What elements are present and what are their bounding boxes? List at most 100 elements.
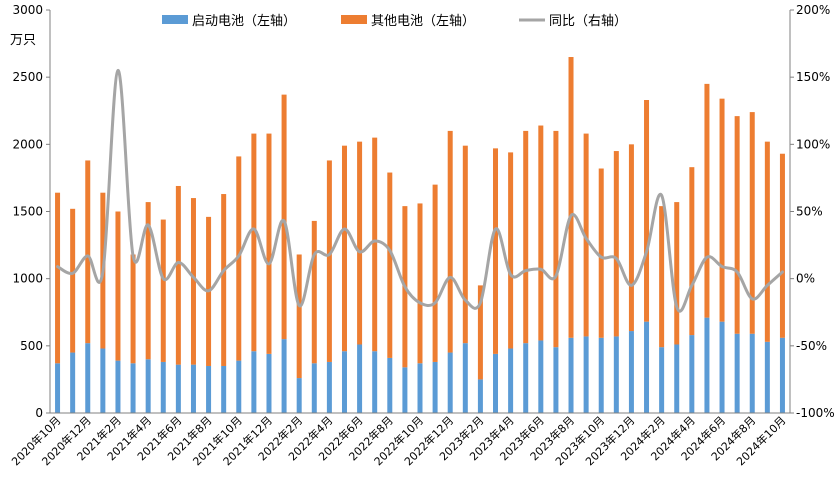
- bar-other-battery: [568, 57, 574, 338]
- bar-starter-battery: [357, 344, 363, 413]
- bar-other-battery: [190, 198, 196, 365]
- bar-starter-battery: [628, 331, 634, 413]
- bar-starter-battery: [704, 317, 710, 413]
- bar-starter-battery: [598, 337, 604, 413]
- bar-other-battery: [372, 137, 378, 352]
- bar-starter-battery: [477, 379, 483, 413]
- left-axis: 0 500 1000 1500 2000 2500 3000: [12, 3, 51, 420]
- yoy-line: [56, 68, 784, 313]
- bar-other-battery: [644, 100, 650, 322]
- bar-other-battery: [145, 202, 151, 360]
- bar-other-battery: [311, 220, 317, 364]
- bar-other-battery: [523, 130, 529, 344]
- bar-other-battery: [341, 145, 347, 352]
- bar-starter-battery: [659, 347, 665, 413]
- bar-starter-battery: [644, 321, 650, 413]
- left-tick-label: 3000: [12, 3, 43, 17]
- bar-other-battery: [583, 133, 589, 337]
- bar-starter-battery: [251, 351, 257, 413]
- bar-other-battery: [175, 185, 181, 365]
- bar-starter-battery: [493, 353, 499, 413]
- bar-other-battery: [613, 151, 619, 337]
- x-axis: 2020年10月2020年12月2021年2月2021年4月2021年6月202…: [9, 412, 790, 468]
- bar-other-battery: [628, 144, 634, 332]
- left-tick-label: 2000: [12, 137, 43, 151]
- legend-swatch: [341, 15, 367, 24]
- bar-other-battery: [55, 192, 61, 364]
- bar-starter-battery: [130, 363, 136, 413]
- bar-other-battery: [387, 172, 393, 358]
- bar-starter-battery: [221, 365, 227, 413]
- bar-other-battery: [296, 254, 302, 379]
- bar-starter-battery: [115, 360, 121, 413]
- bar-starter-battery: [734, 333, 740, 413]
- right-tick-label: 150%: [796, 70, 830, 84]
- bar-starter-battery: [583, 336, 589, 413]
- legend-swatch: [162, 15, 188, 24]
- bar-starter-battery: [190, 364, 196, 413]
- right-tick-label: 200%: [796, 3, 830, 17]
- left-tick-label: 1500: [12, 205, 43, 219]
- left-tick-label: 500: [20, 339, 43, 353]
- bar-starter-battery: [311, 363, 317, 413]
- bar-other-battery: [432, 184, 438, 362]
- left-tick-label: 0: [35, 406, 43, 420]
- bar-other-battery: [538, 125, 544, 341]
- bar-starter-battery: [160, 361, 166, 413]
- bar-starter-battery: [266, 353, 272, 413]
- bar-starter-battery: [538, 340, 544, 413]
- yoy-line-layer: [56, 68, 784, 313]
- left-axis-unit: 万只: [10, 33, 36, 48]
- bar-other-battery: [221, 194, 227, 366]
- bar-starter-battery: [70, 352, 76, 413]
- bar-starter-battery: [296, 378, 302, 413]
- bar-other-battery: [749, 112, 755, 334]
- bar-starter-battery: [387, 357, 393, 413]
- bar-other-battery: [85, 160, 91, 344]
- bar-starter-battery: [462, 343, 468, 413]
- bar-other-battery: [719, 98, 725, 322]
- bar-other-battery: [130, 254, 136, 364]
- bar-starter-battery: [402, 367, 408, 413]
- bar-starter-battery: [674, 344, 680, 413]
- bar-starter-battery: [145, 359, 151, 413]
- bar-starter-battery: [749, 333, 755, 413]
- bar-other-battery: [357, 141, 363, 345]
- bar-starter-battery: [719, 321, 725, 413]
- bar-starter-battery: [85, 343, 91, 413]
- bar-starter-battery: [281, 339, 287, 413]
- bar-other-battery: [704, 83, 710, 318]
- bar-starter-battery: [779, 337, 785, 413]
- right-tick-label: 100%: [796, 137, 830, 151]
- bar-starter-battery: [372, 351, 378, 413]
- legend-label: 启动电池（左轴）: [192, 14, 296, 29]
- bar-starter-battery: [447, 352, 453, 413]
- bar-other-battery: [689, 167, 695, 336]
- right-tick-label: -50%: [796, 339, 827, 353]
- bar-starter-battery: [613, 336, 619, 413]
- bar-starter-battery: [417, 363, 423, 413]
- bar-other-battery: [281, 94, 287, 340]
- bar-other-battery: [734, 116, 740, 334]
- bar-starter-battery: [432, 361, 438, 413]
- bar-other-battery: [236, 156, 242, 361]
- bar-starter-battery: [764, 341, 770, 413]
- bar-other-battery: [160, 219, 166, 362]
- bar-other-battery: [266, 133, 272, 354]
- bar-other-battery: [764, 141, 770, 342]
- bar-other-battery: [674, 202, 680, 345]
- bar-starter-battery: [523, 343, 529, 413]
- bar-other-battery: [326, 160, 332, 362]
- bar-starter-battery: [553, 347, 559, 413]
- bar-other-battery: [493, 148, 499, 354]
- bar-starter-battery: [236, 360, 242, 413]
- bar-other-battery: [115, 211, 121, 361]
- bar-starter-battery: [55, 363, 61, 413]
- bar-starter-battery: [341, 351, 347, 413]
- bar-starter-battery: [326, 361, 332, 413]
- right-tick-label: -100%: [796, 406, 835, 420]
- legend: 启动电池（左轴） 其他电池（左轴） 同比（右轴）: [162, 14, 627, 29]
- bar-other-battery: [508, 152, 514, 349]
- legend-label: 同比（右轴）: [549, 14, 627, 29]
